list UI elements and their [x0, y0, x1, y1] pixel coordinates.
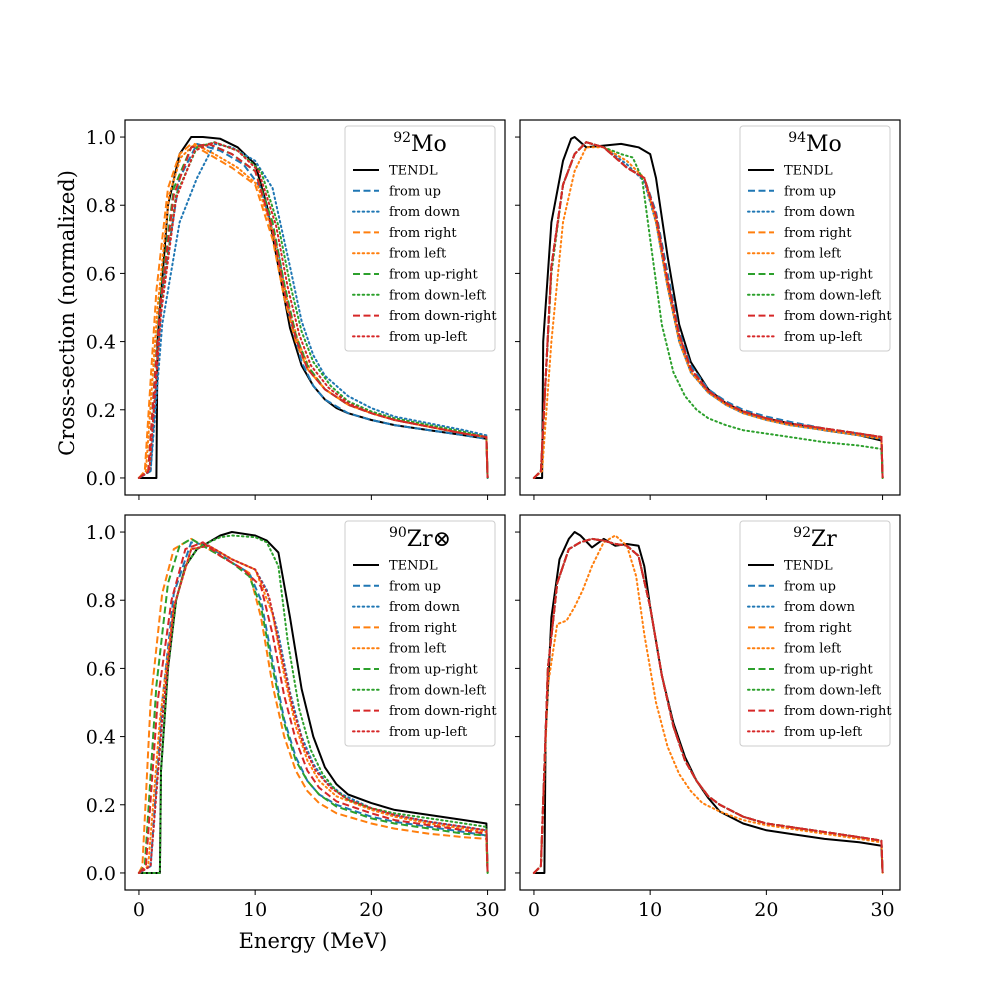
legend: 90Zr⊗ TENDL from up from down from right from… — [344, 520, 497, 747]
y-axis-title: Cross-section (normalized) — [55, 170, 79, 456]
panel-3: 0 10 20 30 0.0 0.2 0.4 0.6 0.8 1.0 90Zr⊗ TENDL from … — [86, 514, 506, 921]
legend-label: from left — [784, 247, 842, 262]
y-tick-label: 0.0 — [86, 468, 116, 490]
series-line-from-up-right — [138, 537, 489, 874]
legend-label: from up-right — [784, 268, 873, 283]
y-tick-label: 0.8 — [86, 590, 116, 612]
panel-title: 90Zr⊗ — [389, 525, 451, 552]
legend-frame — [739, 125, 891, 352]
series-line-from-left — [532, 534, 884, 874]
panels-group: 0.0 0.2 0.4 0.6 0.8 1.0 92Mo TENDL from up from d… — [86, 119, 901, 921]
legend-label: from down — [784, 205, 856, 220]
legend-label: from down-right — [784, 309, 892, 324]
panel-1: 0.0 0.2 0.4 0.6 0.8 1.0 92Mo TENDL from up from d… — [86, 119, 506, 500]
legend-label: from down-left — [389, 683, 487, 698]
x-tick-label: 20 — [359, 899, 383, 921]
series-group — [137, 531, 489, 874]
legend-label: from right — [784, 226, 852, 241]
series-group — [137, 136, 489, 479]
legend-label: from up-left — [784, 725, 863, 740]
legend-label: from up — [784, 579, 836, 594]
panel-4: 0 10 20 30 92Zr TENDL from up from down from rig… — [515, 514, 901, 921]
legend-label: TENDL — [784, 164, 833, 179]
series-line-from-left — [137, 544, 489, 874]
legend-label: from up-left — [389, 330, 468, 345]
y-tick-label: 0.8 — [86, 195, 116, 217]
series-line-from-down — [137, 142, 489, 479]
y-tick-label: 1.0 — [86, 127, 116, 149]
legend-label: from down — [389, 205, 461, 220]
legend-label: from left — [389, 247, 447, 262]
legend: 94Mo TENDL from up from down from right from … — [739, 125, 892, 352]
legend-label: from down-left — [784, 288, 882, 303]
legend-label: from up — [389, 184, 441, 199]
x-tick-label: 0 — [528, 899, 540, 921]
legend-label: TENDL — [389, 164, 438, 179]
legend: 92Mo TENDL from up from down from right from … — [344, 125, 497, 352]
series-line-from-left — [532, 146, 884, 479]
legend-label: from down-right — [389, 309, 497, 324]
y-tick-label: 0.4 — [86, 727, 116, 749]
series-group — [532, 136, 884, 479]
panel-title: 94Mo — [788, 130, 842, 157]
legend-label: from up — [389, 579, 441, 594]
plot-frame — [519, 514, 901, 891]
x-tick-label: 30 — [475, 899, 499, 921]
x-tick-label: 30 — [870, 899, 894, 921]
y-tick-label: 0.2 — [86, 795, 116, 817]
legend-label: from down — [389, 600, 461, 615]
y-tick-label: 0.2 — [86, 400, 116, 422]
series-line-from-up-left — [137, 544, 489, 874]
legend-label: from left — [784, 642, 842, 657]
x-tick-label: 10 — [243, 899, 267, 921]
y-tick-label: 0.0 — [86, 863, 116, 885]
legend-label: from right — [784, 621, 852, 636]
legend-label: from down-right — [389, 704, 497, 719]
legend-label: from up-left — [389, 725, 468, 740]
legend-label: from down-right — [784, 704, 892, 719]
series-line-from-up-left — [532, 141, 884, 479]
series-group — [532, 531, 884, 874]
plot-frame — [519, 119, 901, 496]
legend-label: from up-right — [784, 663, 873, 678]
legend-frame — [739, 520, 891, 747]
legend-label: from down-left — [784, 683, 882, 698]
series-line-from-down-left — [532, 141, 884, 479]
legend-label: from up-right — [389, 663, 478, 678]
y-tick-label: 1.0 — [86, 522, 116, 544]
legend-label: from right — [389, 621, 457, 636]
legend-label: TENDL — [389, 559, 438, 574]
series-line-from-down-right — [138, 142, 489, 479]
series-line-from-up-left — [532, 537, 884, 874]
series-line-tendl — [533, 531, 884, 874]
panel-title: 92Zr — [793, 525, 837, 552]
x-axis-title: Energy (MeV) — [239, 929, 388, 953]
legend-label: TENDL — [784, 559, 833, 574]
legend-frame — [344, 520, 496, 747]
legend: 92Zr TENDL from up from down from right from … — [739, 520, 892, 747]
plot-frame — [124, 514, 506, 891]
legend-frame — [344, 125, 496, 352]
legend-label: from down — [784, 600, 856, 615]
legend-label: from right — [389, 226, 457, 241]
y-tick-label: 0.6 — [86, 263, 116, 285]
legend-label: from up-left — [784, 330, 863, 345]
plot-frame — [124, 119, 506, 496]
series-line-from-up-left — [137, 141, 489, 479]
x-tick-label: 0 — [133, 899, 145, 921]
panel-title: 92Mo — [393, 130, 447, 157]
panel-2: 94Mo TENDL from up from down from right from … — [515, 119, 901, 500]
legend-label: from left — [389, 642, 447, 657]
x-tick-label: 20 — [754, 899, 778, 921]
series-line-from-down-right — [138, 541, 489, 874]
y-tick-label: 0.4 — [86, 332, 116, 354]
series-line-from-right — [138, 537, 489, 874]
legend-label: from down-left — [389, 288, 487, 303]
legend-label: from up — [784, 184, 836, 199]
y-tick-label: 0.6 — [86, 658, 116, 680]
x-tick-label: 10 — [638, 899, 662, 921]
legend-label: from up-right — [389, 268, 478, 283]
